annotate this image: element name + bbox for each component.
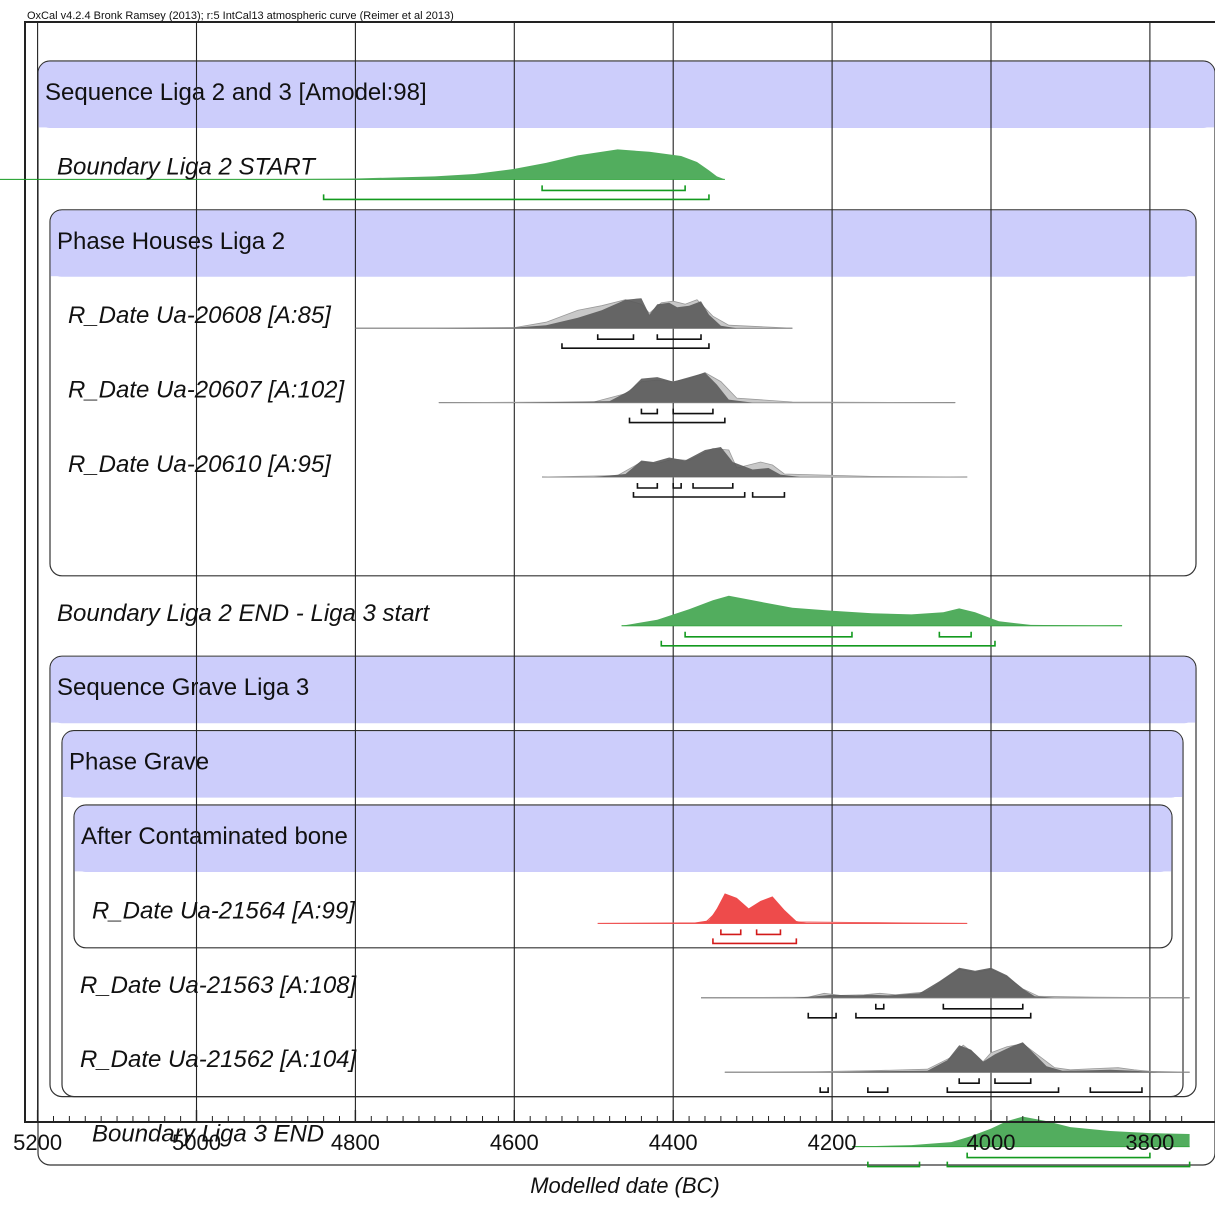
entry-boundary-8: Boundary Liga 3 END — [92, 1116, 1191, 1168]
group-header-band-fill — [50, 254, 1196, 277]
posterior-density — [689, 893, 809, 924]
entry-label: R_Date Ua-20608 [A:85] — [68, 302, 332, 329]
x-axis: 5200 5000 4800 4600 4400 4200 4000 3800 — [13, 1110, 1215, 1155]
entry-label: R_Date Ua-20610 [A:95] — [68, 451, 332, 478]
range-68 — [755, 929, 782, 936]
entry-boundary-4: Boundary Liga 2 END - Liga 3 start — [57, 595, 1123, 647]
entry-date-3: R_Date Ua-20610 [A:95] — [68, 447, 968, 498]
range-95 — [946, 1161, 1191, 1168]
entry-date-6: R_Date Ua-21563 [A:108] — [80, 967, 1190, 1019]
range-95 — [322, 194, 710, 201]
range-95 — [867, 1161, 921, 1168]
group-header-band-fill — [74, 849, 1172, 872]
posterior-density — [792, 967, 1055, 998]
posterior-density — [514, 372, 753, 403]
range-68 — [596, 334, 635, 340]
group-header-band-fill — [62, 775, 1183, 797]
posterior-density — [852, 1116, 1190, 1147]
tick-label-5200: 5200 — [13, 1130, 62, 1155]
range-68 — [966, 1152, 1151, 1159]
range-95 — [855, 1012, 1032, 1019]
group-frame — [49, 209, 1197, 577]
range-68 — [640, 408, 659, 415]
range-95 — [946, 1087, 1060, 1093]
posterior-density — [621, 595, 1123, 626]
group-header-band-fill — [50, 700, 1196, 723]
tick-label-4200: 4200 — [808, 1130, 857, 1155]
entry-outlier-5: R_Date Ua-21564 [A:99] — [92, 893, 968, 945]
tick-label-4600: 4600 — [490, 1130, 539, 1155]
entry-date-2: R_Date Ua-20607 [A:102] — [68, 372, 956, 424]
tick-label-4800: 4800 — [331, 1130, 380, 1155]
posterior-density — [0, 149, 725, 180]
range-95 — [819, 1087, 829, 1093]
range-68 — [672, 408, 714, 415]
entry-date-1: R_Date Ua-20608 [A:85] — [68, 298, 793, 349]
tick-label-4400: 4400 — [649, 1130, 698, 1155]
range-68 — [684, 631, 853, 638]
range-95 — [561, 343, 710, 349]
range-68 — [541, 185, 686, 192]
range-68 — [636, 483, 659, 489]
group-header-band-fill — [38, 105, 1215, 128]
range-68 — [874, 1003, 885, 1010]
entry-label: Boundary Liga 3 END — [92, 1121, 324, 1148]
group-header-label: Phase Houses Liga 2 — [57, 228, 285, 255]
range-68 — [672, 483, 682, 489]
entry-label: R_Date Ua-21562 [A:104] — [80, 1046, 358, 1073]
plot-entries: Boundary Liga 2 START R_Date Ua-20608 [A:… — [0, 149, 1191, 1168]
entry-label: Boundary Liga 2 END - Liga 3 start — [57, 600, 431, 627]
group-header-label: Sequence Grave Liga 3 — [57, 674, 309, 701]
range-68 — [942, 1003, 1024, 1010]
range-68 — [938, 631, 972, 638]
grid-lines — [24, 21, 1215, 1122]
group-frames: Sequence Liga 2 and 3 [Amodel:98] Phase H… — [37, 60, 1215, 1166]
range-95 — [807, 1012, 837, 1019]
range-95 — [867, 1087, 889, 1093]
range-95 — [660, 640, 996, 647]
tick-label-4000: 4000 — [967, 1130, 1016, 1155]
range-68 — [958, 1078, 980, 1084]
posterior-density — [434, 298, 737, 329]
credit-text: OxCal v4.2.4 Bronk Ramsey (2013); r:5 In… — [27, 10, 454, 22]
entry-label: Boundary Liga 2 START — [57, 153, 317, 180]
range-95 — [628, 417, 726, 424]
range-95 — [632, 492, 746, 498]
range-68 — [656, 334, 702, 340]
range-95 — [1089, 1087, 1143, 1093]
entry-label: R_Date Ua-21563 [A:108] — [80, 972, 358, 999]
group-header-label: After Contaminated bone — [81, 823, 348, 850]
entry-label: R_Date Ua-21564 [A:99] — [92, 897, 356, 924]
range-68 — [994, 1078, 1032, 1084]
group-frame — [61, 729, 1184, 1098]
tick-label-5000: 5000 — [172, 1130, 221, 1155]
tick-label-3800: 3800 — [1125, 1130, 1174, 1155]
range-95 — [751, 492, 786, 498]
posterior-density — [593, 447, 801, 477]
group-frame — [73, 804, 1173, 949]
x-axis-label: Modelled date (BC) — [530, 1173, 720, 1198]
entry-date-7: R_Date Ua-21562 [A:104] — [80, 1042, 1190, 1093]
entry-label: R_Date Ua-20607 [A:102] — [68, 377, 346, 404]
group-header-label: Phase Grave — [69, 749, 209, 776]
group-header-label: Sequence Liga 2 and 3 [Amodel:98] — [45, 79, 427, 106]
posterior-density — [832, 1042, 1158, 1073]
range-68 — [692, 483, 734, 489]
entry-boundary-0: Boundary Liga 2 START — [0, 149, 725, 201]
range-68 — [720, 929, 742, 936]
range-95 — [712, 938, 798, 945]
